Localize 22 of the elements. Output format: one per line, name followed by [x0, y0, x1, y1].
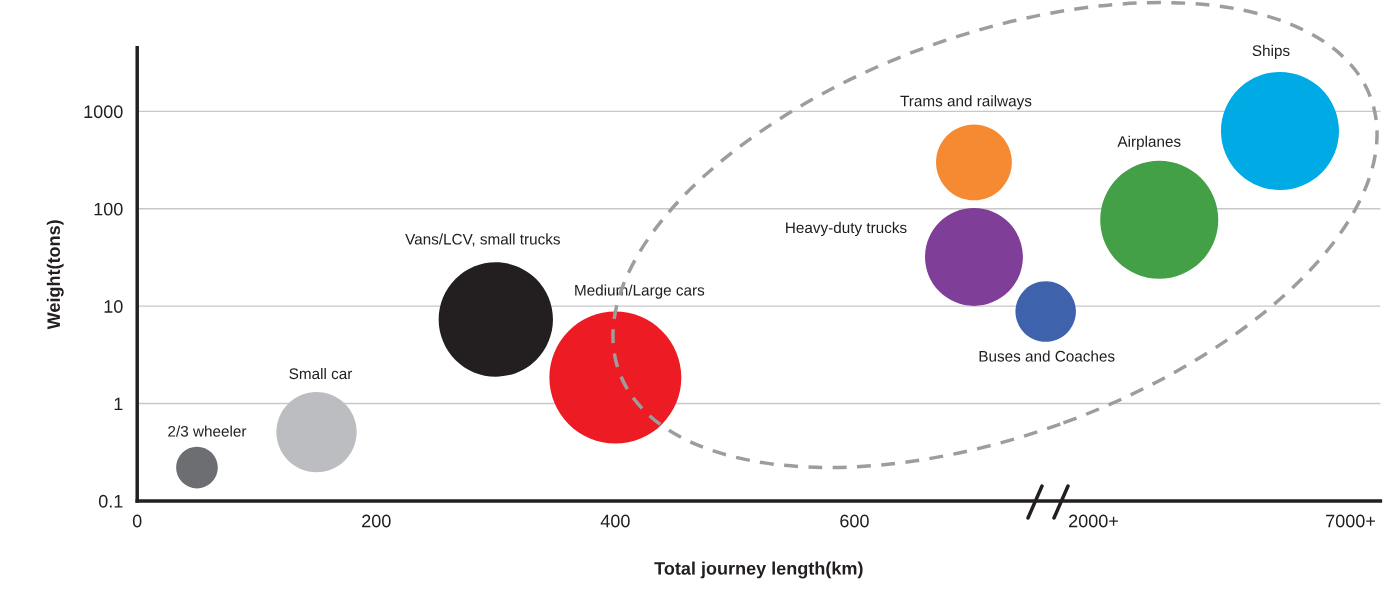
series-label: Buses and Coaches — [979, 350, 1115, 362]
x-tick-label: 7000+ — [1326, 514, 1375, 528]
y-tick-label: 1 — [114, 397, 123, 411]
series-label: Heavy-duty trucks — [786, 221, 907, 237]
series-label: Trams and railways — [900, 95, 1032, 110]
series-label: Vans/LCV, small trucks — [405, 233, 560, 247]
y-tick-label: 100 — [94, 202, 123, 216]
y-tick-label: 1000 — [84, 105, 123, 119]
series-label: Ships — [1252, 44, 1290, 60]
x-axis-title: Total journey length(km) — [654, 561, 863, 579]
x-tick-label: 0 — [132, 514, 142, 528]
y-tick-label: 10 — [104, 300, 123, 313]
x-tick-label: 400 — [600, 514, 630, 528]
series-label: Airplanes — [1117, 135, 1181, 150]
x-tick-label: 600 — [840, 514, 869, 528]
series-label: 2/3 wheeler — [168, 425, 247, 437]
series-label: Medium/Large cars — [575, 284, 705, 299]
x-tick-label: 2000+ — [1069, 514, 1118, 528]
x-tick-label: 200 — [362, 514, 391, 528]
series-label: Small car — [289, 367, 353, 380]
y-tick-label: 0.1 — [98, 494, 123, 508]
y-axis-title: Weight(tons) — [46, 220, 64, 330]
